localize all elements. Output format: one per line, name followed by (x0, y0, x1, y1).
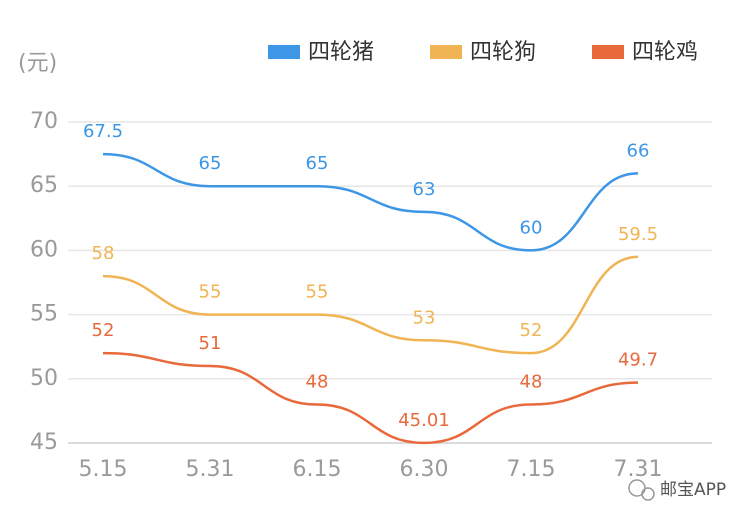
x-tick-label: 5.15 (79, 457, 128, 482)
data-label: 48 (520, 371, 543, 392)
data-label: 63 (413, 179, 436, 200)
watermark-text: 邮宝APP (660, 480, 726, 500)
data-label: 52 (520, 320, 543, 341)
legend-label: 四轮狗 (470, 40, 536, 65)
legend-swatch (268, 45, 300, 59)
data-label: 65 (306, 153, 329, 174)
legend-swatch (592, 45, 624, 59)
data-label: 60 (520, 217, 543, 238)
data-label: 51 (199, 333, 222, 354)
data-label: 58 (92, 243, 115, 264)
data-label: 67.5 (83, 121, 123, 142)
line (102, 351, 639, 445)
data-label: 66 (627, 140, 650, 161)
data-label: 49.7 (618, 350, 658, 371)
line (102, 152, 639, 252)
watermark-icon (641, 487, 655, 501)
data-label: 65 (199, 153, 222, 174)
watermark: 邮宝APP (628, 479, 726, 501)
legend-swatch (430, 45, 462, 59)
data-label: 59.5 (618, 224, 658, 245)
x-tick-label: 7.31 (614, 457, 663, 482)
y-tick-label: 70 (30, 109, 58, 134)
x-tick-label: 6.15 (293, 457, 342, 482)
data-label: 55 (199, 282, 222, 303)
data-label: 45.01 (398, 410, 450, 431)
line (102, 255, 639, 355)
data-label: 53 (413, 307, 436, 328)
data-label: 48 (306, 371, 329, 392)
x-tick-label: 7.15 (507, 457, 556, 482)
y-tick-label: 50 (30, 366, 58, 391)
y-tick-label: 55 (30, 302, 58, 327)
data-label: 55 (306, 282, 329, 303)
legend-label: 四轮鸡 (632, 40, 698, 65)
x-tick-label: 5.31 (186, 457, 235, 482)
y-tick-label: 60 (30, 237, 58, 262)
y-unit: (元) (18, 51, 57, 76)
data-label: 52 (92, 320, 115, 341)
legend-label: 四轮猪 (308, 40, 374, 65)
y-tick-label: 65 (30, 173, 58, 198)
y-tick-label: 45 (30, 430, 58, 455)
x-tick-label: 6.30 (400, 457, 449, 482)
